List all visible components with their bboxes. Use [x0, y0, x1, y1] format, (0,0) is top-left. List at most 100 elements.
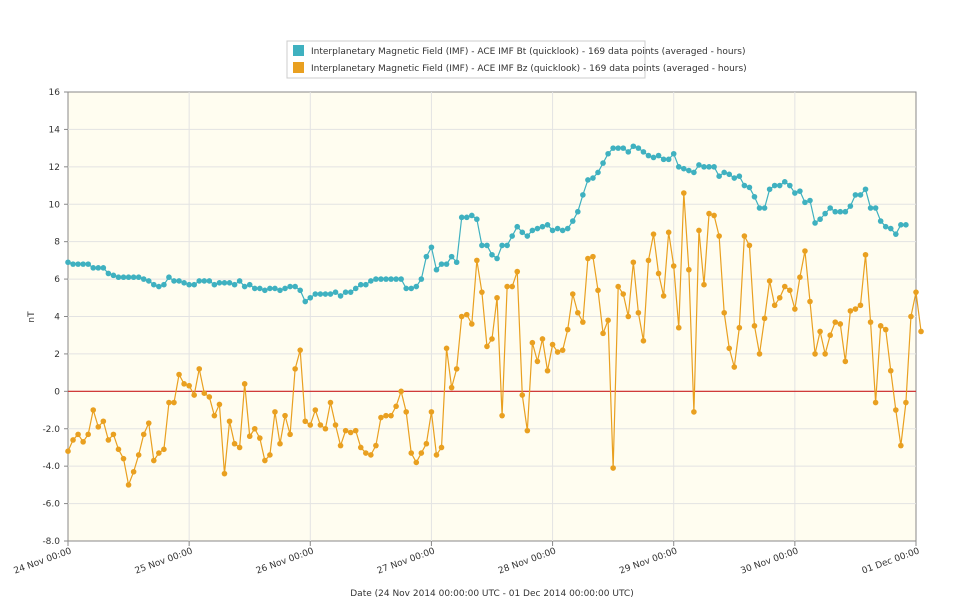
data-point[interactable] — [857, 192, 864, 198]
data-point[interactable] — [887, 225, 894, 232]
data-point[interactable] — [837, 208, 844, 215]
data-point[interactable] — [887, 367, 894, 374]
data-point[interactable] — [903, 222, 909, 228]
data-point[interactable] — [352, 285, 359, 292]
data-point[interactable] — [681, 190, 687, 196]
data-point[interactable] — [630, 259, 637, 266]
data-point[interactable] — [307, 294, 314, 301]
data-point[interactable] — [650, 231, 657, 237]
data-point[interactable] — [918, 328, 924, 335]
data-point[interactable] — [151, 281, 157, 288]
data-point[interactable] — [186, 382, 192, 389]
data-point[interactable] — [443, 261, 450, 267]
data-point[interactable] — [792, 190, 798, 196]
data-point[interactable] — [105, 437, 112, 443]
data-point[interactable] — [393, 276, 399, 282]
data-point[interactable] — [474, 216, 480, 223]
data-point[interactable] — [817, 328, 823, 335]
data-point[interactable] — [423, 253, 430, 260]
data-point[interactable] — [398, 276, 404, 282]
data-point[interactable] — [347, 289, 354, 295]
data-point[interactable] — [398, 388, 404, 395]
data-point[interactable] — [75, 431, 81, 438]
data-point[interactable] — [620, 145, 627, 151]
data-point[interactable] — [569, 291, 576, 297]
data-point[interactable] — [787, 182, 793, 189]
data-point[interactable] — [463, 214, 470, 221]
data-point[interactable] — [645, 257, 652, 264]
data-point[interactable] — [479, 289, 485, 295]
data-point[interactable] — [736, 173, 743, 179]
data-point[interactable] — [741, 182, 748, 189]
data-point[interactable] — [332, 422, 339, 428]
data-point[interactable] — [262, 457, 268, 464]
data-point[interactable] — [862, 186, 869, 193]
data-point[interactable] — [236, 444, 243, 451]
data-point[interactable] — [196, 366, 203, 372]
data-point[interactable] — [161, 281, 167, 288]
data-point[interactable] — [363, 281, 369, 288]
data-point[interactable] — [660, 293, 667, 299]
data-point[interactable] — [787, 287, 793, 294]
data-point[interactable] — [554, 349, 561, 355]
data-point[interactable] — [590, 253, 596, 260]
data-point[interactable] — [211, 412, 218, 419]
data-point[interactable] — [575, 309, 581, 316]
data-point[interactable] — [196, 278, 203, 284]
data-point[interactable] — [852, 192, 859, 198]
data-point[interactable] — [489, 251, 495, 258]
data-point[interactable] — [822, 351, 828, 357]
data-point[interactable] — [90, 265, 97, 271]
data-point[interactable] — [554, 225, 561, 232]
legend-label-bt[interactable]: Interplanetary Magnetic Field (IMF) - AC… — [311, 47, 746, 57]
data-point[interactable] — [130, 274, 137, 281]
data-point[interactable] — [756, 351, 763, 357]
data-point[interactable] — [872, 399, 879, 406]
data-point[interactable] — [655, 152, 662, 159]
data-point[interactable] — [453, 259, 460, 266]
data-point[interactable] — [241, 283, 248, 290]
data-point[interactable] — [130, 468, 137, 475]
data-point[interactable] — [479, 242, 485, 249]
data-point[interactable] — [413, 459, 420, 466]
data-point[interactable] — [670, 263, 677, 269]
data-point[interactable] — [181, 280, 187, 286]
data-point[interactable] — [575, 208, 581, 215]
data-point[interactable] — [585, 255, 591, 262]
data-point[interactable] — [95, 424, 102, 430]
data-point[interactable] — [842, 208, 849, 215]
data-point[interactable] — [292, 283, 298, 290]
data-point[interactable] — [342, 427, 349, 434]
data-point[interactable] — [201, 390, 208, 397]
data-point[interactable] — [509, 233, 515, 239]
data-point[interactable] — [600, 160, 606, 166]
data-point[interactable] — [272, 409, 278, 415]
data-point[interactable] — [408, 285, 415, 292]
data-point[interactable] — [145, 420, 152, 426]
data-point[interactable] — [176, 278, 182, 284]
data-point[interactable] — [741, 233, 748, 239]
data-point[interactable] — [746, 242, 753, 249]
data-point[interactable] — [898, 222, 904, 228]
data-point[interactable] — [721, 309, 727, 316]
data-point[interactable] — [186, 281, 192, 288]
data-point[interactable] — [645, 152, 652, 159]
data-point[interactable] — [65, 448, 71, 455]
data-point[interactable] — [903, 399, 909, 406]
data-point[interactable] — [781, 179, 788, 185]
data-point[interactable] — [605, 150, 611, 157]
data-point[interactable] — [877, 218, 884, 224]
data-point[interactable] — [529, 227, 536, 234]
data-point[interactable] — [272, 285, 278, 292]
data-point[interactable] — [893, 231, 899, 237]
data-point[interactable] — [327, 399, 334, 406]
data-point[interactable] — [660, 156, 667, 163]
data-point[interactable] — [580, 192, 586, 198]
data-point[interactable] — [388, 412, 394, 419]
data-point[interactable] — [797, 274, 803, 281]
data-point[interactable] — [166, 274, 172, 281]
data-point[interactable] — [489, 336, 495, 342]
data-point[interactable] — [433, 266, 440, 273]
data-point[interactable] — [595, 169, 601, 176]
data-point[interactable] — [438, 444, 445, 451]
